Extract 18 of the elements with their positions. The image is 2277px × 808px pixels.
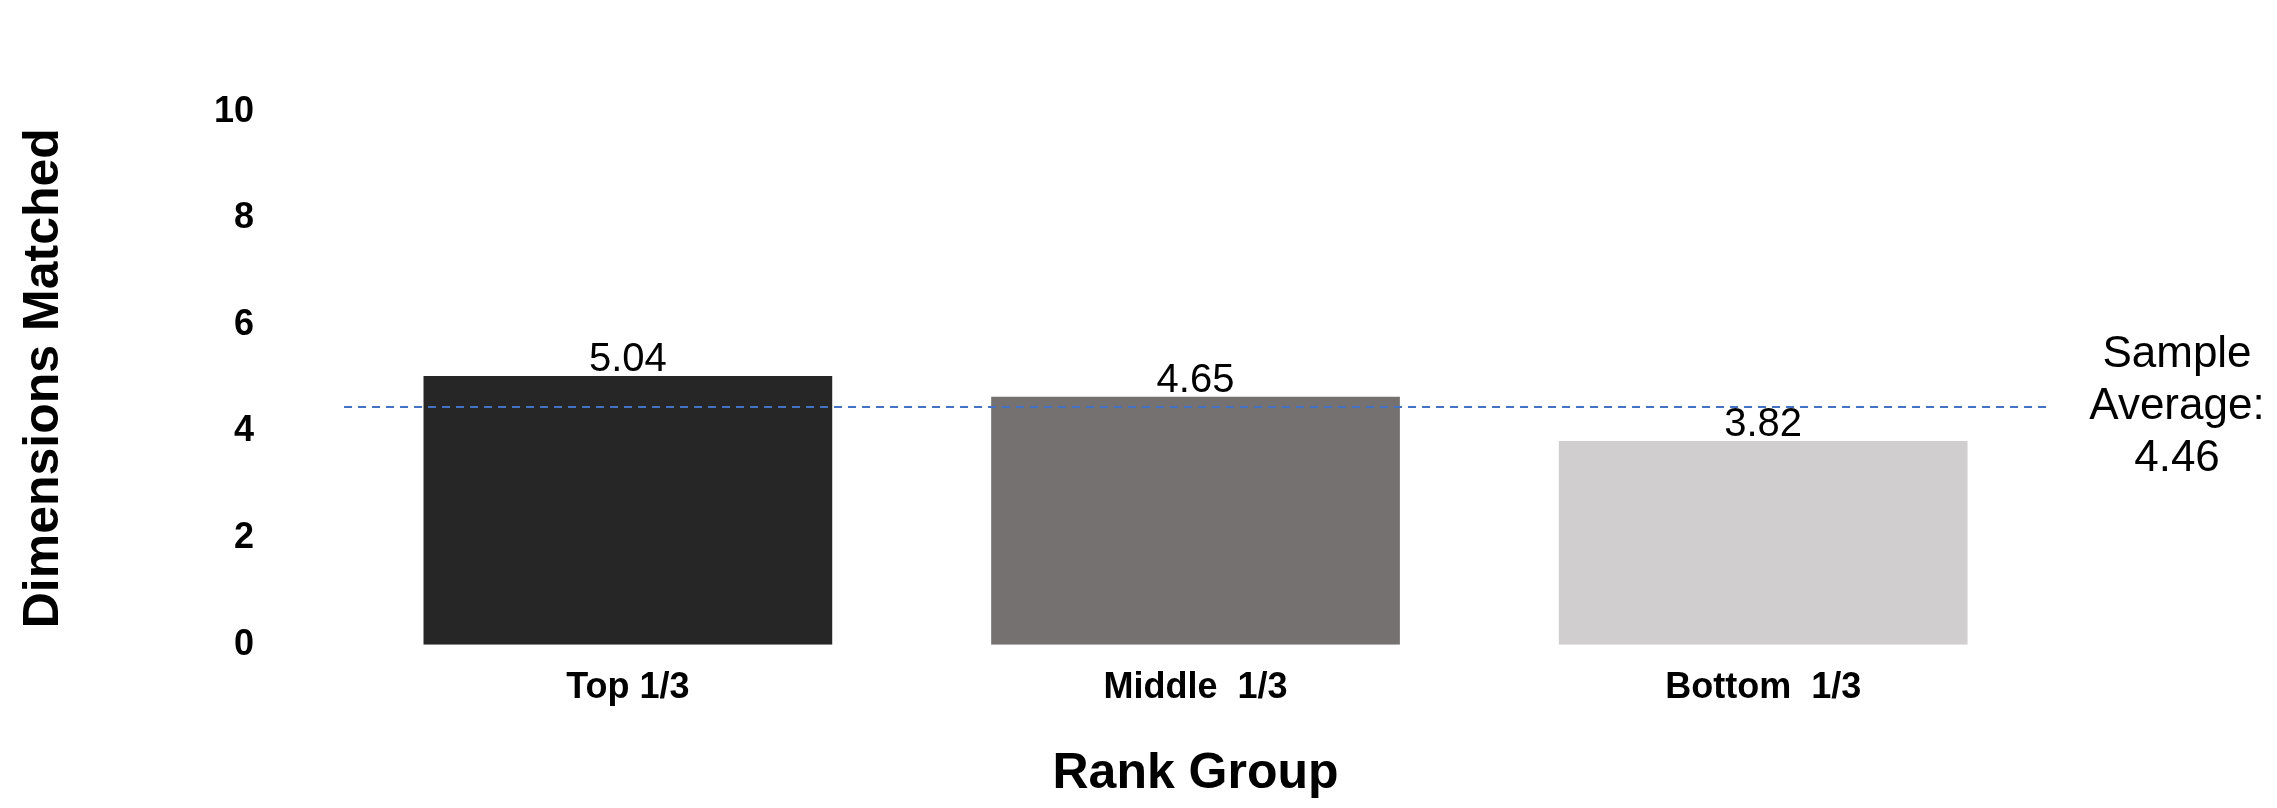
y-axis-title: Dimensions Matched [12, 128, 69, 629]
data-label: 4.65 [1156, 355, 1235, 400]
bar [423, 376, 833, 645]
y-tick-label: 0 [234, 621, 255, 663]
y-tick-label: 10 [214, 88, 255, 130]
x-tick-label: Middle 1/3 [1103, 665, 1288, 707]
data-label: 3.82 [1724, 400, 1803, 445]
ref-line-label: Sample Average: 4.46 [2089, 327, 2265, 481]
x-axis-title: Rank Group [1052, 742, 1339, 799]
bar [1558, 441, 1968, 645]
y-tick-label: 8 [234, 195, 255, 237]
y-tick-label: 6 [234, 301, 255, 343]
x-tick-label: Bottom 1/3 [1665, 665, 1862, 707]
data-label: 5.04 [588, 335, 667, 380]
y-tick-label: 4 [234, 408, 255, 450]
y-tick-label: 2 [234, 515, 255, 557]
bar [991, 396, 1400, 645]
x-tick-label: Top 1/3 [566, 665, 690, 707]
